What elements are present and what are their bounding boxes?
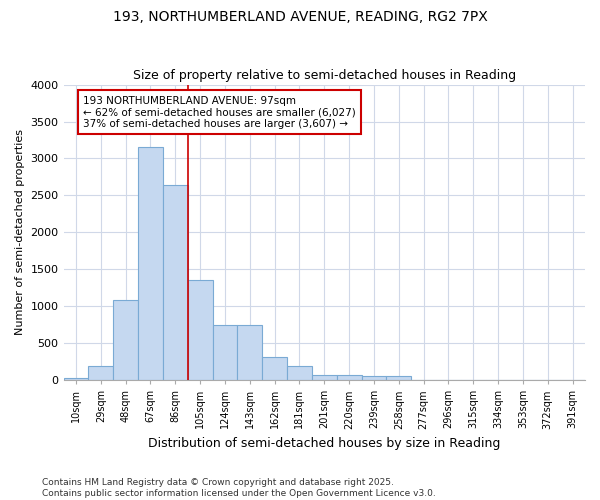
Bar: [262, 357, 287, 380]
Bar: [64, 378, 88, 380]
Bar: [362, 376, 386, 380]
Text: Contains HM Land Registry data © Crown copyright and database right 2025.
Contai: Contains HM Land Registry data © Crown c…: [42, 478, 436, 498]
Y-axis label: Number of semi-detached properties: Number of semi-detached properties: [15, 130, 25, 336]
Bar: [88, 366, 113, 380]
Text: 193 NORTHUMBERLAND AVENUE: 97sqm
← 62% of semi-detached houses are smaller (6,02: 193 NORTHUMBERLAND AVENUE: 97sqm ← 62% o…: [83, 96, 356, 129]
Bar: [312, 374, 337, 380]
Bar: [386, 376, 411, 380]
Title: Size of property relative to semi-detached houses in Reading: Size of property relative to semi-detach…: [133, 69, 516, 82]
X-axis label: Distribution of semi-detached houses by size in Reading: Distribution of semi-detached houses by …: [148, 437, 500, 450]
Bar: [138, 148, 163, 380]
Bar: [188, 280, 212, 380]
Bar: [287, 366, 312, 380]
Text: 193, NORTHUMBERLAND AVENUE, READING, RG2 7PX: 193, NORTHUMBERLAND AVENUE, READING, RG2…: [113, 10, 487, 24]
Bar: [238, 324, 262, 380]
Bar: [337, 374, 362, 380]
Bar: [212, 324, 238, 380]
Bar: [163, 185, 188, 380]
Bar: [113, 300, 138, 380]
